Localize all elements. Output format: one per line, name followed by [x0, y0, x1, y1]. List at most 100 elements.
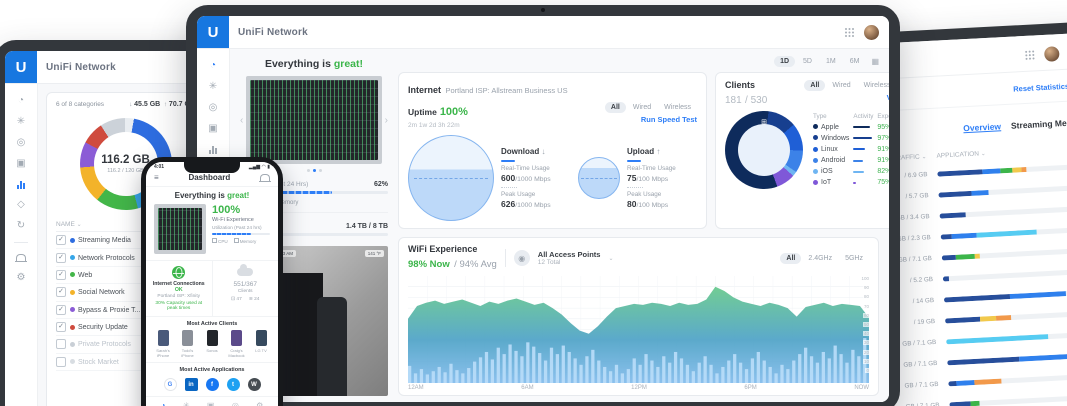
settings-gear-icon[interactable]: ⚙ [16, 272, 26, 283]
wordpress-app-icon[interactable]: W [247, 378, 261, 391]
tab-dashboard[interactable]: ◔ [160, 401, 166, 406]
sidebar-item-topology[interactable]: ✳ [16, 116, 26, 127]
row-checkbox[interactable]: ✓ [56, 252, 66, 263]
tab-all[interactable]: All [804, 80, 826, 91]
sidebar-item-dashboard[interactable]: ◔ [17, 95, 25, 106]
sidebar-item-dashboard[interactable]: ◔ [209, 60, 217, 71]
col-header-name[interactable]: NAME ⌄ [56, 218, 155, 232]
view-traffic-link[interactable]: View Traffic [887, 93, 889, 102]
tab-wireless[interactable]: Wireless [664, 104, 691, 111]
linkedin-app-icon[interactable]: in [184, 378, 198, 391]
tab-wired[interactable]: Wired [632, 104, 652, 111]
app-launcher-icon[interactable] [1025, 50, 1034, 59]
bar-segment [971, 190, 989, 196]
tab-all[interactable]: All [604, 102, 626, 113]
clients-donut-chart[interactable]: ⊞ [725, 111, 803, 189]
client-thumbnail [255, 330, 267, 346]
range-1d[interactable]: 1D [774, 56, 796, 67]
carousel-next-button[interactable]: › [384, 114, 388, 126]
row-checkbox[interactable] [56, 356, 66, 367]
row-checkbox[interactable]: ✓ [56, 235, 66, 246]
tab-24ghz[interactable]: 2.4GHz [808, 254, 833, 262]
row-checkbox[interactable]: ✓ [56, 269, 66, 280]
active-client-item[interactable]: Sonos [202, 330, 222, 358]
sidebar-item-history[interactable]: ↻ [16, 220, 26, 231]
clients-total: / 530 [745, 95, 768, 106]
wifi-band-tabs: All 2.4GHz 5GHz [780, 252, 869, 264]
calendar-icon[interactable]: ▦ [871, 57, 879, 66]
col-header-application[interactable]: APPLICATION ⌄ [936, 150, 986, 160]
tab-clients[interactable]: ◎ [231, 401, 239, 406]
bar-segment [1019, 354, 1067, 362]
sidebar-item-statistics[interactable] [209, 145, 217, 154]
google-app-icon[interactable]: G [163, 378, 177, 391]
col-header-type[interactable]: Type [813, 112, 827, 120]
tab-statistics[interactable]: ✳ [182, 401, 190, 406]
twitter-app-icon[interactable]: t [226, 378, 240, 391]
range-5d[interactable]: 5D [803, 58, 812, 65]
sidebar-divider [14, 242, 28, 243]
tab-overview[interactable]: Overview [962, 121, 1002, 134]
clients-card[interactable]: 551/367 Clients ⊡ 47 ≋ 24 [211, 261, 279, 316]
sidebar-item-topology[interactable]: ✳ [208, 81, 218, 92]
x-tick: NOW [854, 385, 869, 391]
unifi-logo[interactable]: U [197, 16, 229, 48]
tab-settings[interactable]: ⚙ [256, 401, 264, 406]
clients-filter-tabs: All Wired Wireless Guest [804, 80, 889, 91]
wifi-experience-chart[interactable]: 100 90 80 70 60 50 40 30 20 10 0 [408, 276, 870, 383]
row-checkbox[interactable]: ✓ [56, 304, 66, 315]
range-6m[interactable]: 6M [849, 58, 860, 65]
active-client-item[interactable]: Todd's iPhone [178, 330, 198, 358]
hamburger-menu-icon[interactable]: ≡ [154, 173, 159, 182]
carousel-prev-button[interactable]: ‹ [240, 114, 244, 126]
app-launcher-icon[interactable] [845, 27, 854, 37]
row-checkbox[interactable]: ✓ [56, 287, 66, 298]
tab-wireless[interactable]: Wireless [863, 82, 889, 89]
row-checkbox[interactable]: ✓ [56, 322, 66, 333]
tab-wired[interactable]: Wired [832, 82, 851, 89]
row-checkbox[interactable] [56, 339, 66, 350]
tab-5ghz[interactable]: 5GHz [845, 254, 863, 262]
facebook-app-icon[interactable]: f [205, 378, 219, 391]
active-client-item[interactable]: LG TV [251, 330, 271, 358]
sidebar-item-statistics[interactable] [17, 180, 25, 189]
carousel-dot[interactable] [318, 169, 322, 172]
sidebar-item-clients[interactable]: ◎ [16, 137, 26, 148]
cpu-legend: CPU [212, 238, 228, 244]
chevron-down-icon[interactable]: ⌄ [608, 255, 614, 262]
col-header-activity[interactable]: Activity [853, 112, 874, 120]
active-client-item[interactable]: Craig's Macbook [227, 330, 247, 358]
active-client-item[interactable]: Sarah's iPhone [153, 330, 173, 358]
sidebar-item-clients[interactable]: ◎ [208, 102, 218, 113]
isp-name: Portland ISP: Xfinity [157, 294, 201, 299]
tab-streaming-media[interactable]: Streaming Media [1010, 117, 1067, 131]
internet-connection-card[interactable]: Internet Connections OK Portland ISP: Xf… [146, 261, 212, 316]
carousel-dot[interactable] [306, 169, 310, 172]
cloud-icon [237, 264, 254, 276]
sidebar-item-devices[interactable]: ▣ [16, 158, 26, 169]
user-avatar[interactable] [864, 24, 879, 40]
col-header-experience[interactable]: Experience [877, 112, 889, 120]
run-speed-test-link[interactable]: Run Speed Test [640, 115, 697, 124]
tab-all[interactable]: All [780, 252, 802, 264]
reset-statistics-link[interactable]: Reset Statistics [1013, 81, 1067, 94]
wifi-experience-card: WiFi Experience 98% Now / 94% Avg ◉ All … [398, 237, 879, 396]
user-avatar[interactable] [1043, 46, 1060, 62]
notifications-bell-icon[interactable] [15, 254, 27, 262]
range-1m[interactable]: 1M [825, 58, 836, 65]
unifi-logo[interactable]: U [5, 51, 37, 83]
bar-segment [995, 315, 1012, 321]
tab-devices[interactable]: ▣ [206, 401, 215, 406]
sidebar-item-map[interactable]: ◇ [17, 199, 25, 210]
carousel-dot[interactable] [312, 169, 316, 172]
notifications-bell-icon[interactable] [259, 173, 271, 182]
category-color-dot [70, 324, 75, 330]
access-point-selector[interactable]: All Access Points 12 Total [537, 250, 601, 266]
sidebar-item-devices[interactable]: ▣ [208, 123, 218, 134]
